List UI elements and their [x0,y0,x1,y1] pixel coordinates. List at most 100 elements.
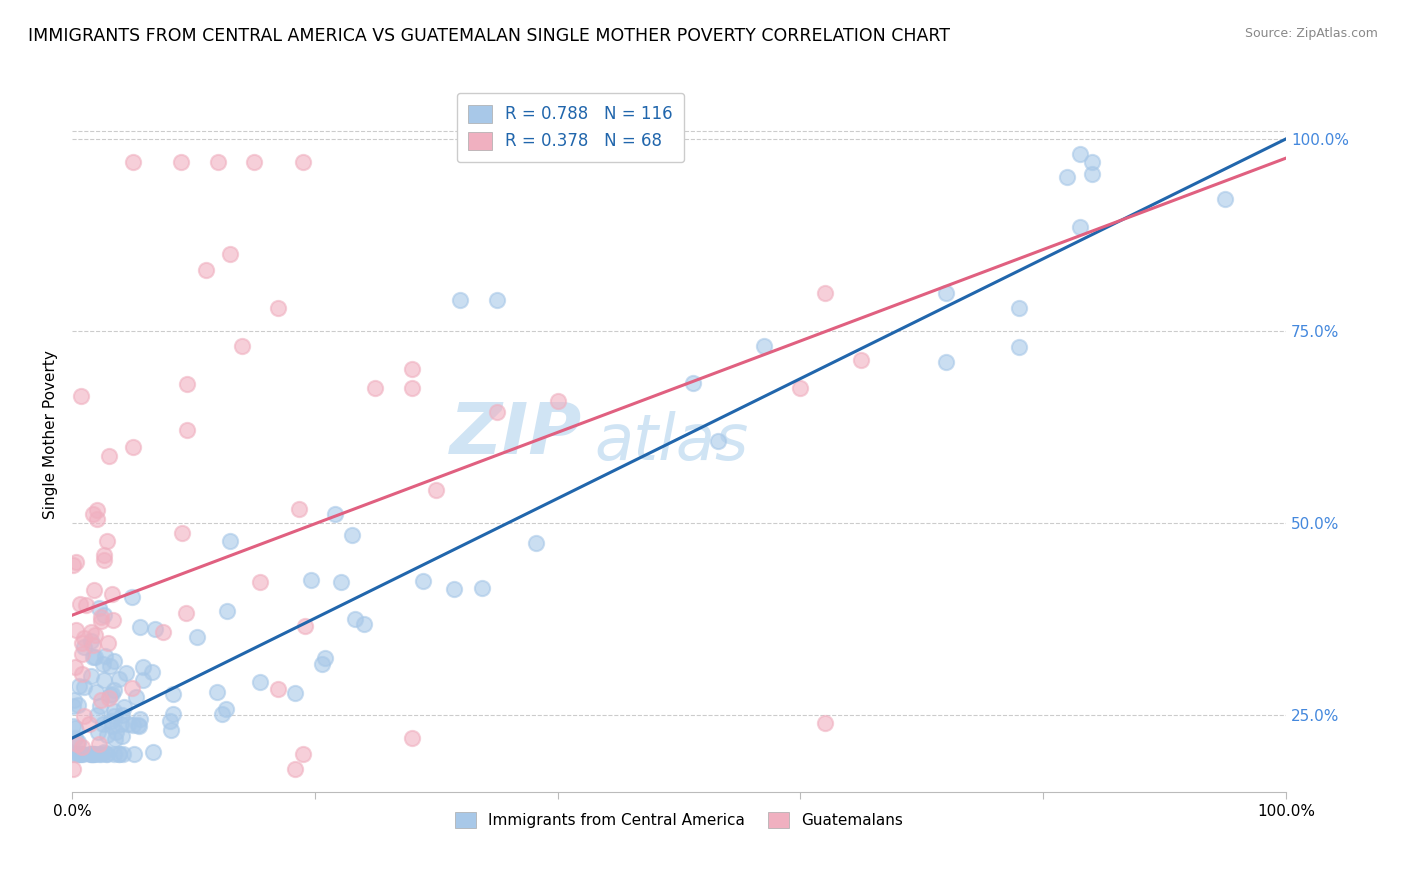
Point [79,669,101,683]
Point [215,701,238,715]
Point [86,512,108,526]
Point [75,599,97,613]
Text: Source: ZipAtlas.com: Source: ZipAtlas.com [1244,27,1378,40]
Point [1056,169,1078,184]
Point [103,704,125,718]
Point [103,654,125,668]
Point [121,717,143,731]
Point [849,352,872,367]
Point [72,747,94,761]
Point [288,502,311,516]
Point [62,719,84,733]
Point [231,339,253,353]
Point [249,574,271,589]
Point [340,528,363,542]
Point [66,747,89,761]
Point [84,685,107,699]
Point [100,719,122,733]
Point [170,155,193,169]
Point [176,423,198,437]
Point [485,404,508,418]
Point [86,503,108,517]
Point [66,737,89,751]
Point [682,376,704,390]
Point [87,747,110,761]
Point [101,586,124,600]
Point [73,640,96,655]
Point [84,628,107,642]
Point [194,262,217,277]
Point [217,605,239,619]
Point [110,717,132,731]
Point [101,613,124,627]
Point [93,746,115,760]
Point [935,285,957,300]
Point [94,648,117,663]
Point [311,657,333,672]
Point [291,747,314,761]
Point [129,712,152,726]
Point [364,381,387,395]
Point [83,747,105,761]
Point [98,659,121,673]
Point [121,590,143,604]
Point [70,747,93,761]
Point [401,381,423,395]
Point [152,625,174,640]
Point [87,724,110,739]
Point [80,625,103,640]
Point [73,632,96,646]
Point [62,692,84,706]
Point [69,389,91,403]
Point [172,525,194,540]
Point [112,699,135,714]
Point [128,620,150,634]
Point [82,638,104,652]
Point [325,507,347,521]
Point [97,636,120,650]
Point [330,574,353,589]
Point [96,747,118,761]
Point [70,667,93,681]
Point [93,548,115,562]
Point [90,692,112,706]
Point [82,649,104,664]
Point [89,601,111,615]
Point [66,698,89,713]
Text: ZIP: ZIP [450,401,582,469]
Point [84,649,107,664]
Point [814,715,837,730]
Text: atlas: atlas [593,411,748,473]
Point [207,155,229,169]
Point [162,707,184,722]
Point [401,731,423,746]
Point [63,660,86,674]
Point [425,483,447,498]
Point [284,762,307,776]
Point [63,731,86,745]
Point [97,691,120,706]
Point [69,597,91,611]
Point [1080,155,1102,169]
Point [100,714,122,728]
Point [121,155,143,169]
Point [90,614,112,628]
Point [291,155,314,169]
Point [62,747,84,761]
Point [91,716,114,731]
Point [935,354,957,368]
Point [62,762,84,776]
Point [70,636,93,650]
Point [96,533,118,548]
Point [141,665,163,679]
Point [162,687,184,701]
Point [62,699,84,714]
Point [707,434,730,448]
Point [124,690,146,704]
Point [176,606,198,620]
Point [97,449,120,463]
Point [79,747,101,761]
Point [80,633,103,648]
Point [128,719,150,733]
Point [186,630,208,644]
